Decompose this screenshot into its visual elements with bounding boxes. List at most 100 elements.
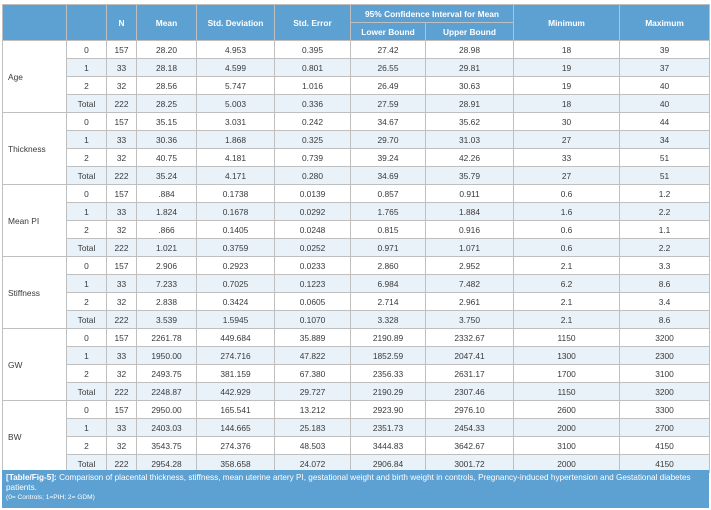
header-maximum: Maximum	[619, 4, 711, 41]
std-deviation-value: 144.665	[196, 418, 275, 437]
std-deviation-value: 449.684	[196, 328, 275, 347]
upper-bound-value: 2454.33	[424, 418, 515, 437]
lower-bound-value: 2923.90	[350, 400, 426, 419]
header-confidence-interval: 95% Confidence Interval for Mean	[349, 4, 515, 23]
maximum-value: 51	[619, 148, 711, 167]
upper-bound-value: 31.03	[424, 130, 515, 149]
upper-bound-value: 42.26	[424, 148, 515, 167]
std-deviation-value: 0.1678	[196, 202, 275, 221]
minimum-value: 0.6	[513, 220, 621, 239]
n-value: 32	[106, 364, 137, 383]
upper-bound-value: 28.98	[424, 40, 515, 59]
mean-value: 35.15	[136, 112, 197, 131]
std-error-value: 0.0248	[274, 220, 351, 239]
minimum-value: 2600	[513, 400, 621, 419]
maximum-value: 4150	[619, 454, 711, 473]
group-code: 1	[66, 202, 107, 221]
maximum-value: 40	[619, 94, 711, 113]
std-deviation-value: 4.953	[196, 40, 275, 59]
table-row: 1 33 1950.00 274.716 47.822 1852.59 2047.41 130…	[3, 346, 711, 365]
lower-bound-value: 27.59	[350, 94, 426, 113]
minimum-value: 2.1	[513, 292, 621, 311]
maximum-value: 2300	[619, 346, 711, 365]
minimum-value: 33	[513, 148, 621, 167]
upper-bound-value: 2047.41	[424, 346, 515, 365]
std-error-value: 1.016	[274, 76, 351, 95]
minimum-value: 1300	[513, 346, 621, 365]
upper-bound-value: 7.482	[424, 274, 515, 293]
maximum-value: 8.6	[619, 274, 711, 293]
group-code: 2	[66, 220, 107, 239]
minimum-value: 2.1	[513, 310, 621, 329]
minimum-value: 2000	[513, 454, 621, 473]
table-row: 1 33 28.18 4.599 0.801 26.55 29.81 19 37	[3, 58, 711, 77]
header-lower-bound: Lower Bound	[350, 22, 426, 41]
upper-bound-value: 2.952	[424, 256, 515, 275]
lower-bound-value: 0.815	[350, 220, 426, 239]
n-value: 33	[106, 274, 137, 293]
n-value: 222	[106, 94, 137, 113]
n-value: 33	[106, 202, 137, 221]
header-n: N	[106, 4, 137, 41]
minimum-value: 1700	[513, 364, 621, 383]
std-error-value: 0.242	[274, 112, 351, 131]
minimum-value: 0.6	[513, 238, 621, 257]
std-deviation-value: 3.031	[196, 112, 275, 131]
lower-bound-value: 0.857	[350, 184, 426, 203]
table-row: Total 222 28.25 5.003 0.336 27.59 28.91 18 40	[3, 94, 711, 113]
n-value: 157	[106, 256, 137, 275]
n-value: 222	[106, 454, 137, 473]
header-blank	[2, 4, 67, 41]
lower-bound-value: 34.69	[350, 166, 426, 185]
std-error-value: 67.380	[274, 364, 351, 383]
lower-bound-value: 39.24	[350, 148, 426, 167]
std-error-value: 0.739	[274, 148, 351, 167]
upper-bound-value: 3.750	[424, 310, 515, 329]
mean-value: 28.18	[136, 58, 197, 77]
n-value: 222	[106, 310, 137, 329]
table-figure: N Mean Std. Deviation Std. Error 95% Con…	[2, 4, 711, 473]
upper-bound-value: 35.62	[424, 112, 515, 131]
minimum-value: 19	[513, 76, 621, 95]
group-code: 0	[66, 40, 107, 59]
std-deviation-value: 0.7025	[196, 274, 275, 293]
mean-value: 35.24	[136, 166, 197, 185]
mean-value: 2.906	[136, 256, 197, 275]
table-row: Total 222 3.539 1.5945 0.1070 3.328 3.750 2.1 8.…	[3, 310, 711, 329]
std-error-value: 0.0139	[274, 184, 351, 203]
n-value: 33	[106, 58, 137, 77]
std-deviation-value: 274.716	[196, 346, 275, 365]
table-row: Total 222 2248.87 442.929 29.727 2190.29 2307.…	[3, 382, 711, 401]
table-row: Thickness 0 157 35.15 3.031 0.242 34.67 35.62 30…	[2, 112, 711, 185]
table-row: 2 32 2493.75 381.159 67.380 2356.33 2631.17 170…	[3, 364, 711, 383]
n-value: 32	[106, 148, 137, 167]
group-code: 2	[66, 364, 107, 383]
table-row: 2 32.866 0.1405 0.0248 0.815 0.916 0.6 1.1	[3, 220, 711, 239]
minimum-value: 27	[513, 166, 621, 185]
std-error-value: 24.072	[274, 454, 351, 473]
variable-label: Thickness	[2, 112, 67, 185]
n-value: 222	[106, 166, 137, 185]
maximum-value: 2.2	[619, 202, 711, 221]
table-row: BW 0 157 2950.00 165.541 13.212 2923.90 2976.10…	[2, 400, 711, 473]
group-code: 1	[66, 418, 107, 437]
n-value: 33	[106, 346, 137, 365]
upper-bound-value: 2631.17	[424, 364, 515, 383]
lower-bound-value: 1.765	[350, 202, 426, 221]
n-value: 222	[106, 382, 137, 401]
upper-bound-value: 3642.67	[424, 436, 515, 455]
group-code: Total	[66, 382, 107, 401]
lower-bound-value: 1852.59	[350, 346, 426, 365]
upper-bound-value: 29.81	[424, 58, 515, 77]
std-error-value: 25.183	[274, 418, 351, 437]
upper-bound-value: 2976.10	[424, 400, 515, 419]
group-code: 1	[66, 346, 107, 365]
group-code: Total	[66, 454, 107, 473]
maximum-value: 39	[619, 40, 711, 59]
mean-value: 3.539	[136, 310, 197, 329]
lower-bound-value: 2190.29	[350, 382, 426, 401]
std-error-value: 29.727	[274, 382, 351, 401]
std-deviation-value: 274.376	[196, 436, 275, 455]
n-value: 32	[106, 292, 137, 311]
table-row: 1 33 7.233 0.7025 0.1223 6.984 7.482 6.2 8.6	[3, 274, 711, 293]
